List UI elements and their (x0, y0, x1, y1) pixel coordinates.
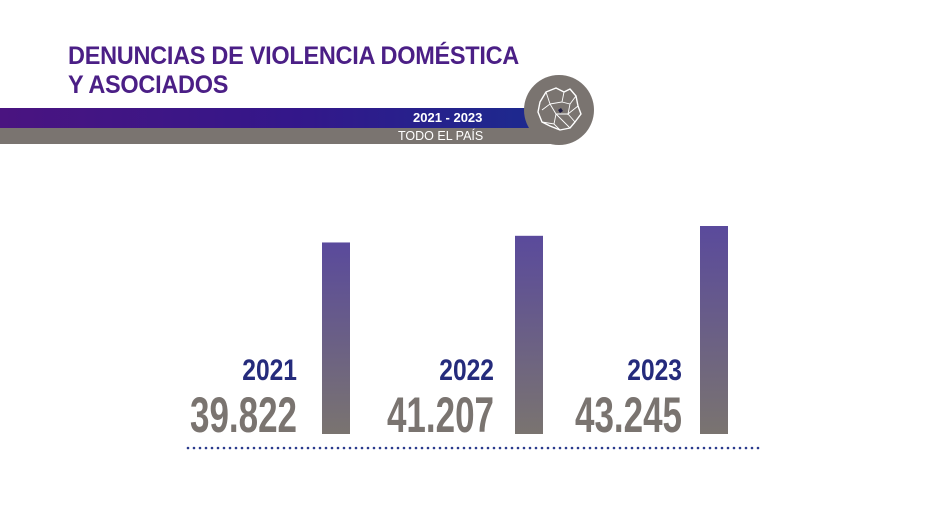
year-label-2023: 2023 (627, 353, 682, 387)
year-label-2022: 2022 (439, 353, 494, 387)
chart-title: DENUNCIAS DE VIOLENCIA DOMÉSTICA Y ASOCI… (68, 42, 519, 100)
value-label-2021: 39.822 (190, 388, 297, 444)
title-line-2: Y ASOCIADOS (68, 71, 229, 99)
title-line-1: DENUNCIAS DE VIOLENCIA DOMÉSTICA (68, 42, 519, 70)
bar-2023 (700, 226, 728, 434)
bar-2022 (515, 235, 543, 434)
header-band-gray (0, 128, 560, 144)
bar-2021 (322, 242, 350, 434)
value-label-2023: 43.245 (575, 388, 682, 444)
year-label-2021: 2021 (242, 353, 297, 387)
period-label: 2021 - 2023 (413, 110, 483, 125)
value-label-2022: 41.207 (387, 388, 494, 444)
map-badge (524, 75, 594, 145)
header-band-purple (0, 108, 540, 128)
uruguay-map-icon (537, 87, 582, 131)
scope-label: TODO EL PAÍS (398, 129, 484, 143)
